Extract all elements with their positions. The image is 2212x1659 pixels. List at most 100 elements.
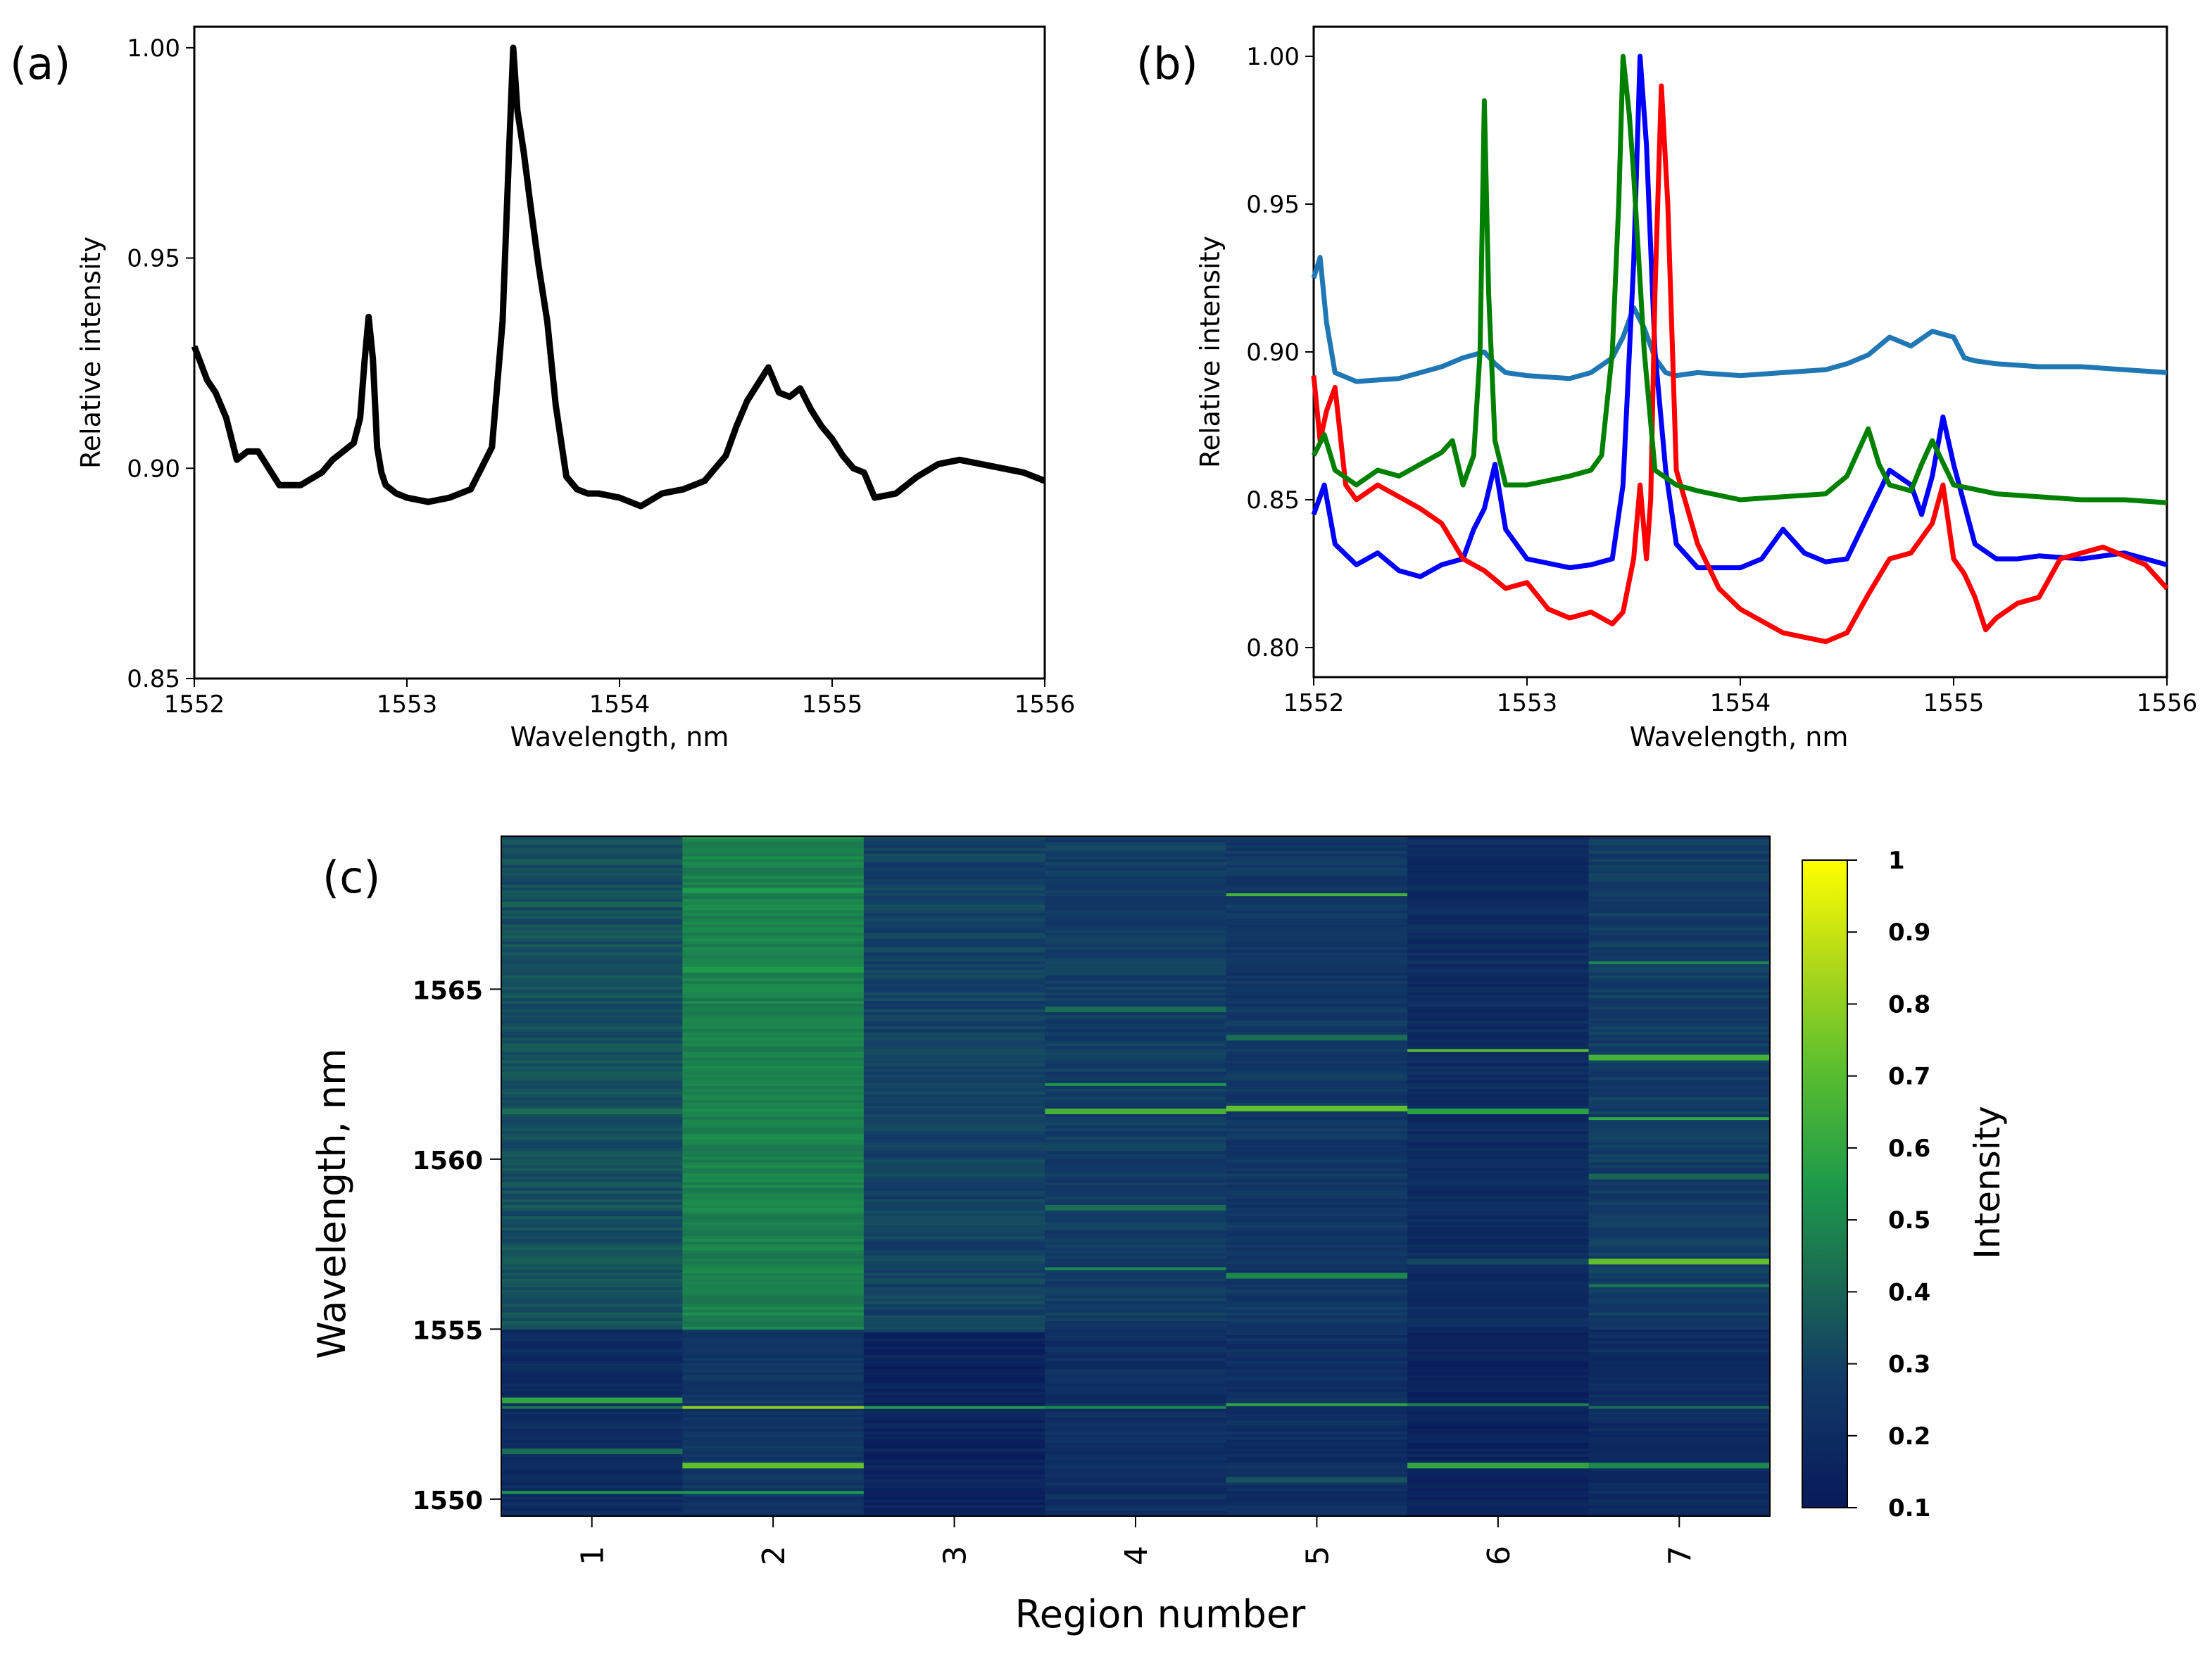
heatmap-cell [863,1216,1045,1220]
heatmap-cell [682,958,865,961]
heatmap-cell [1045,952,1227,956]
heatmap-cell [1226,1159,1408,1163]
heatmap-cell [1588,1287,1771,1290]
heatmap-cell [1407,1122,1589,1126]
series-group-b [1311,53,2169,645]
heatmap-cell [1407,952,1589,956]
heatmap-cell [863,870,1045,873]
heatmap-cell [501,870,683,873]
heatmap-cell [1045,989,1227,992]
heatmap-cell [1045,1385,1227,1389]
heatmap-cell [863,1094,1045,1097]
x-tick-label: 1556 [1014,690,1076,719]
heatmap-cell [863,975,1045,978]
heatmap-cell [1226,1391,1408,1395]
heatmap-cell [501,887,683,891]
heatmap-cell [501,1051,683,1055]
heatmap-cell [682,1247,865,1251]
heatmap-cell [863,873,1045,876]
heatmap-cell [1407,1289,1589,1293]
heatmap-cell [1045,864,1227,868]
heatmap-cell [1588,1080,1771,1083]
heatmap-cell [1407,915,1589,919]
heatmap-cell [1226,955,1408,959]
heatmap-cell [1045,1230,1227,1234]
heatmap-cell [501,1465,683,1469]
heatmap-cell [1045,876,1227,880]
heatmap-cell [1226,1442,1408,1446]
heatmap-cell [863,989,1045,992]
heatmap-cell [1226,892,1408,897]
heatmap-cell [682,950,865,953]
heatmap-cell [863,1289,1045,1293]
heatmap-cell [501,1306,683,1310]
heatmap-cell [1045,1221,1227,1225]
heatmap-cell [1407,1216,1589,1220]
heatmap-cell [1045,1360,1227,1364]
heatmap-cell [501,1482,683,1486]
heatmap-cell [501,1335,683,1339]
heatmap-cell [1407,1292,1589,1296]
heatmap-cell [1588,1011,1771,1016]
heatmap-cell [1407,1365,1589,1370]
heatmap-cell [501,1097,683,1100]
heatmap-cell [682,1099,865,1103]
heatmap-cell [1588,1187,1771,1191]
heatmap-cell [682,995,865,999]
heatmap-cell [1588,1476,1771,1480]
heatmap-cell [863,1224,1045,1228]
heatmap-cell [1588,1156,1771,1160]
heatmap-cell [682,947,865,950]
heatmap-cell [501,1295,683,1299]
heatmap-cell [682,836,865,840]
heatmap-cell [863,1445,1045,1449]
x-axis-label-a: Wavelength, nm [510,721,729,752]
heatmap-cell [1588,1088,1771,1092]
heatmap-cell [1407,1437,1589,1440]
heatmap-cell [863,836,1045,840]
heatmap-cell [501,1377,683,1381]
heatmap-cell [863,1400,1045,1403]
heatmap-cell [1407,1346,1589,1350]
heatmap-cell [863,1275,1045,1279]
heatmap-cell [1588,1102,1771,1106]
heatmap-cell [501,918,683,922]
heatmap-cell [863,1128,1045,1132]
heatmap-cell [863,1442,1045,1446]
heatmap-cell [501,1063,683,1066]
heatmap-cell [1588,972,1771,976]
heatmap-cell [501,1451,683,1455]
heatmap-cell [1226,1411,1408,1415]
heatmap-cell [1588,1501,1771,1506]
heatmap-cell [501,1309,683,1313]
heatmap-cell [501,1343,683,1347]
heatmap-cell [1407,867,1589,871]
heatmap-cell [1407,901,1589,905]
heatmap-cell [1045,839,1227,843]
heatmap-cell [863,1476,1045,1480]
heatmap-cell [1407,1028,1589,1033]
heatmap-cell [1226,1173,1408,1177]
heatmap-cell [1588,1374,1771,1378]
heatmap-cell [863,1077,1045,1080]
heatmap-cell [1588,884,1771,888]
heatmap-cell [1226,890,1408,894]
heatmap-cell [501,1105,683,1109]
heatmap-cell [682,1216,865,1220]
heatmap-cell [682,1190,865,1194]
heatmap-cell [1407,1054,1589,1058]
heatmap-cell [863,1482,1045,1486]
heatmap-cell [1226,1153,1408,1157]
heatmap-cell [682,1252,865,1256]
heatmap-cell [863,1261,1045,1265]
heatmap-cell [1588,1329,1771,1332]
heatmap-cell [682,1343,865,1347]
heatmap-cell [863,1045,1045,1049]
heatmap-cell [1045,1204,1227,1208]
heatmap-cell [501,1340,683,1344]
heatmap-cell [1226,1351,1408,1356]
heatmap-cell [1407,895,1589,900]
heatmap-cell [1045,878,1227,883]
heatmap-cell [501,1204,683,1208]
